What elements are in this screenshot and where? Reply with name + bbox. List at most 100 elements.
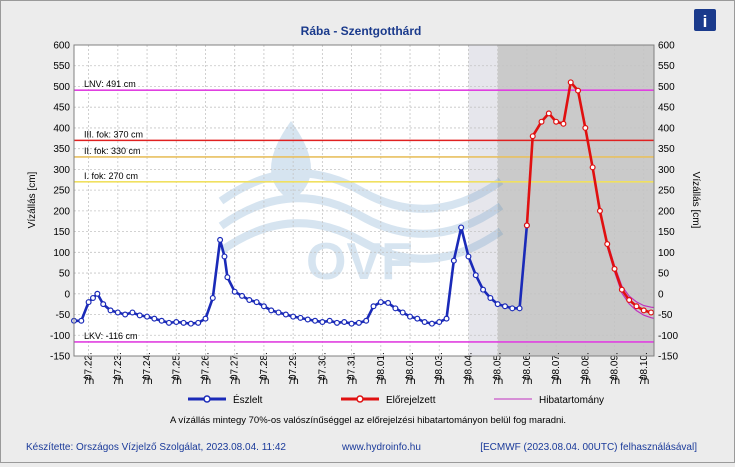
x-tick-date: 08.06. <box>522 352 533 380</box>
series-point <box>545 110 552 117</box>
legend: Észlelt Előrejelzett Hibatartomány <box>188 393 604 406</box>
series-point <box>377 299 384 306</box>
series-point <box>173 318 180 325</box>
x-tick-time: 7h <box>463 376 474 387</box>
series-point <box>136 312 143 319</box>
x-tick-date: 07.23. <box>113 352 124 380</box>
series-point <box>304 316 311 323</box>
series-point <box>480 286 487 293</box>
x-tick-time: 7h <box>83 376 94 387</box>
x-tick-date: 08.07. <box>551 352 562 380</box>
svg-text:i: i <box>703 12 708 31</box>
legend-forecast: Előrejelzett <box>386 395 436 406</box>
series-point <box>221 253 228 260</box>
series-point <box>260 303 267 310</box>
x-tick-time: 7h <box>229 376 240 387</box>
series-point <box>217 236 224 243</box>
x-tick-time: 7h <box>434 376 445 387</box>
x-tick-date: 08.03. <box>434 352 445 380</box>
series-point <box>640 307 647 314</box>
x-tick-time: 7h <box>638 376 649 387</box>
y-tick-label-right: 200 <box>658 206 675 217</box>
x-tick-date: 08.08. <box>580 352 591 380</box>
y-tick-label-left: 350 <box>53 144 70 155</box>
watermark-wave <box>218 219 504 263</box>
y-tick-label-left: -100 <box>50 331 70 342</box>
y-tick-label-right: 150 <box>658 227 675 238</box>
series-point <box>85 299 92 306</box>
footer-website[interactable]: www.hydroinfo.hu <box>341 442 421 453</box>
series-point <box>253 299 260 306</box>
series-point <box>472 272 479 279</box>
x-tick-time: 7h <box>171 376 182 387</box>
series-point <box>290 313 297 320</box>
series-point <box>487 294 494 301</box>
series-point <box>604 241 611 248</box>
x-tick-time: 7h <box>258 376 269 387</box>
y-tick-label-left: 500 <box>53 82 70 93</box>
y-tick-label-left: 150 <box>53 227 70 238</box>
series-point <box>529 133 536 140</box>
y-tick-label-left: 0 <box>64 289 70 300</box>
level-label: II. fok: 330 cm <box>84 146 141 156</box>
y-tick-label-left: 550 <box>53 61 70 72</box>
x-tick-date: 07.31. <box>347 352 358 380</box>
probability-note: A vízállás mintegy 70%-os valószínűségge… <box>170 415 566 426</box>
level-label: LKV: -116 cm <box>84 331 138 341</box>
series-point <box>355 319 362 326</box>
x-tick-time: 7h <box>551 376 562 387</box>
x-tick-time: 7h <box>375 376 386 387</box>
series-point <box>450 257 457 264</box>
y-tick-label-right: 550 <box>658 61 675 72</box>
y-tick-label-left: 200 <box>53 206 70 217</box>
x-tick-time: 7h <box>200 376 211 387</box>
forecast-dark-region <box>497 45 654 356</box>
series-point <box>333 319 340 326</box>
series-point <box>509 305 516 312</box>
series-point <box>370 303 377 310</box>
y-tick-label-left: 400 <box>53 123 70 134</box>
series-point <box>158 317 165 324</box>
series-point <box>414 315 421 322</box>
series-point <box>560 120 567 127</box>
series-point <box>89 294 96 301</box>
series-point <box>94 290 101 297</box>
series-point <box>246 297 253 304</box>
chart-title: Rába - Szentgotthárd <box>301 24 422 38</box>
y-tick-label-right: 100 <box>658 248 675 259</box>
x-tick-date: 07.28. <box>259 352 270 380</box>
y-tick-label-right: 350 <box>658 144 675 155</box>
plot-area: OVF -150 -150 -100 -100 -50 -50 0 0 50 50 100 100 150… <box>50 41 678 388</box>
x-tick-time: 7h <box>317 376 328 387</box>
series-point <box>618 286 625 293</box>
series-point <box>268 307 275 314</box>
legend-observed: Észlelt <box>233 393 263 406</box>
series-point <box>239 292 246 299</box>
x-tick-date: 07.24. <box>142 352 153 380</box>
info-icon[interactable]: i <box>694 9 716 31</box>
y-tick-label-right: -100 <box>658 331 678 342</box>
x-tick-time: 7h <box>346 376 357 387</box>
series-point <box>297 314 304 321</box>
y-tick-label-left: 300 <box>53 165 70 176</box>
x-tick-date: 08.01. <box>376 352 387 380</box>
x-tick-time: 7h <box>112 376 123 387</box>
y-axis-label-right: Vízállás [cm] <box>690 172 701 229</box>
series-point <box>100 301 107 308</box>
series-point <box>187 320 194 327</box>
series-point <box>589 164 596 171</box>
x-tick-time: 7h <box>141 376 152 387</box>
y-tick-label-right: 400 <box>658 123 675 134</box>
x-tick-date: 08.05. <box>493 352 504 380</box>
series-point <box>209 294 216 301</box>
series-point <box>392 305 399 312</box>
x-tick-time: 7h <box>609 376 620 387</box>
series-point <box>202 315 209 322</box>
y-axis-label-left: Vízállás [cm] <box>27 171 38 228</box>
footer-credit: Készítette: Országos Vízjelző Szolgálat,… <box>26 442 286 453</box>
x-tick-date: 07.25. <box>171 352 182 380</box>
watermark-text: OVF <box>306 233 413 291</box>
x-tick-time: 7h <box>521 376 532 387</box>
x-tick-date: 08.09. <box>610 352 621 380</box>
